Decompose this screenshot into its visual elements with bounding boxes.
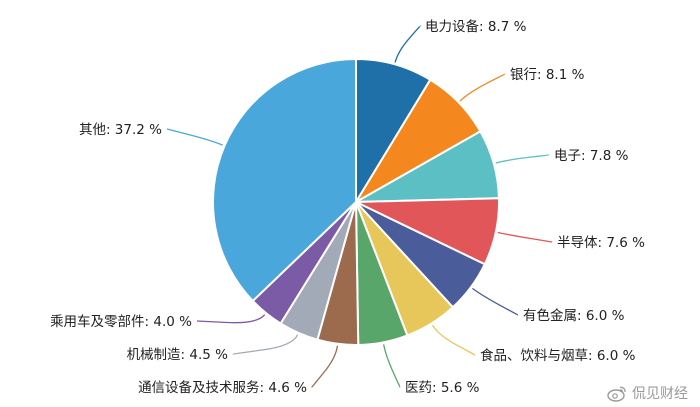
slice-9-label: 乘用车及零部件: 4.0 % xyxy=(50,313,192,330)
slice-1-leader xyxy=(459,73,506,102)
slice-3-leader xyxy=(497,231,553,243)
slice-10-label: 其他: 37.2 % xyxy=(79,122,162,138)
pie-slices xyxy=(212,57,500,346)
slice-labels: 电力设备: 8.7 % 银行: 8.1 % 电子: 7.8 % 半导体: 7.6 % 有… xyxy=(50,18,645,396)
slice-3-label: 半导体: 7.6 % xyxy=(557,235,645,251)
slice-0-label: 电力设备: 8.7 % xyxy=(425,18,527,35)
slice-8-leader xyxy=(232,334,299,355)
watermark: 侃见财经 xyxy=(607,383,688,403)
slice-0-leader xyxy=(394,25,421,63)
slice-4-leader xyxy=(472,287,519,316)
weibo-icon xyxy=(607,386,626,402)
slice-6-label: 医药: 5.6 % xyxy=(405,380,480,396)
watermark-text: 侃见财经 xyxy=(632,386,688,402)
slice-8-label: 机械制造: 4.5 % xyxy=(127,347,229,363)
slice-6-leader xyxy=(382,344,401,388)
leader-lines xyxy=(166,25,553,388)
slice-5-leader xyxy=(431,324,476,356)
slice-7-label: 通信设备及技术服务: 4.6 % xyxy=(138,379,307,396)
slice-2-leader xyxy=(495,154,550,164)
slice-7-leader xyxy=(311,345,339,388)
slice-5-label: 食品、饮料与烟草: 6.0 % xyxy=(480,347,636,364)
slice-9-leader xyxy=(196,314,266,324)
slice-1-label: 银行: 8.1 % xyxy=(510,67,585,83)
slice-10-leader xyxy=(166,128,223,146)
slice-2-label: 电子: 7.8 % xyxy=(554,148,629,164)
slice-4-label: 有色金属: 6.0 % xyxy=(523,307,625,324)
slice-10 xyxy=(212,57,357,303)
